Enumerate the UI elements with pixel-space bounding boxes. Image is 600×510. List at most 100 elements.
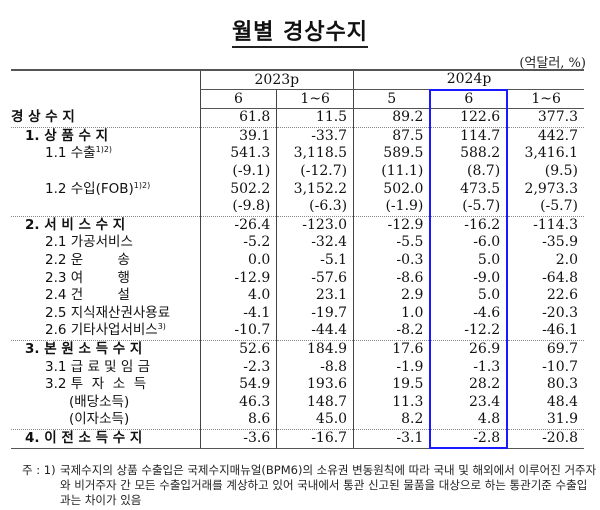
- cell-value-highlighted: -1.3: [429, 358, 509, 376]
- cell-value-highlighted: 26.9: [429, 340, 509, 359]
- cell-value: (-12.7): [276, 162, 354, 181]
- table-row: 3.1 급 료 및 임 금 -2.3 -8.8 -1.9 -1.3 -10.7: [11, 358, 584, 376]
- table-row: 3.2 투 자 소 득 54.9 193.6 19.5 28.2 80.3: [11, 375, 584, 394]
- row-label: (배당소득): [11, 394, 200, 412]
- cell-value-highlighted: 114.7: [429, 127, 509, 146]
- cell-value: -10.7: [199, 322, 277, 341]
- cell-value: (-6.3): [276, 197, 354, 217]
- row-label: (이자소득): [11, 411, 200, 430]
- row-label-text: 1.2 수입(FOB): [45, 180, 134, 197]
- cell-value: 11.3: [353, 393, 431, 412]
- cell-value: 442.7: [537, 127, 578, 144]
- cell-value: 8.2: [353, 411, 431, 430]
- cell-value: 19.5: [353, 375, 431, 394]
- cell-value: -57.6: [276, 269, 354, 287]
- row-label: 1.2 수입(FOB)1)2): [11, 180, 200, 198]
- cell-value: -8.6: [353, 269, 431, 287]
- table-row: 1.1 수출1)2) 541.3 3,118.5 589.5 588.2 3,416.1: [11, 145, 584, 163]
- cell-value: 148.7: [276, 393, 354, 412]
- cell-value: 89.2: [353, 108, 431, 128]
- row-label: 2.3 여 행: [11, 269, 200, 287]
- footnote-marker: 3): [157, 322, 166, 332]
- cell-value: -64.8: [542, 269, 578, 286]
- cell-value: 193.6: [276, 375, 354, 394]
- cell-value: 377.3: [507, 108, 584, 128]
- page-title: 월별 경상수지: [0, 14, 600, 48]
- table-row: (배당소득) 46.3 148.7 11.3 23.4 48.4: [11, 393, 584, 412]
- cell-value: 23.1: [276, 286, 354, 305]
- cell-value: -8.2: [353, 322, 431, 341]
- row-label: 3.2 투 자 소 득: [11, 376, 200, 394]
- row-label-text: 1.1 수출: [45, 145, 96, 162]
- cell-value: 589.5: [353, 145, 431, 163]
- cell-value: 46.3: [199, 393, 277, 412]
- table-row: (이자소득) 8.6 45.0 8.2 4.8 31.9: [11, 411, 584, 430]
- footnote-marker: 1)2): [95, 145, 113, 155]
- cell-value: (-9.1): [199, 162, 277, 181]
- table-row: (-9.8) (-6.3) (-1.9) (-5.7) (-5.7): [11, 197, 584, 217]
- cell-value: 502.0: [353, 180, 431, 198]
- cell-value: -3.1: [353, 429, 431, 449]
- cell-value-highlighted: -9.0: [429, 269, 509, 287]
- table-row: 1. 상 품 수 지 39.1 -33.7 87.5 114.7 442.7: [11, 127, 584, 146]
- cell-value: -20.8: [507, 429, 584, 449]
- cell-value: 2.9: [353, 286, 431, 305]
- cell-value: -16.7: [276, 429, 354, 449]
- cell-value: 184.9: [276, 340, 354, 359]
- cell-value: (-1.9): [353, 197, 431, 217]
- cell-value: 541.3: [199, 145, 277, 163]
- cell-value: 2,973.3: [524, 180, 578, 197]
- table-row: 2.2 운 송 0.0 -5.1 -0.3 5.0 2.0: [11, 251, 584, 270]
- row-label-text: 4. 이 전 소 득 수 지: [25, 430, 143, 447]
- cell-value: (-5.7): [507, 197, 584, 217]
- cell-value-highlighted: -4.6: [429, 304, 509, 323]
- cell-value-highlighted: 5.0: [429, 286, 509, 305]
- row-label: 2.5 지식재산권사용료: [11, 305, 200, 323]
- row-label-text: 1. 상 품 수 지: [25, 127, 109, 144]
- cell-value: 48.4: [546, 393, 578, 410]
- row-label-text: 2.3 여 행: [45, 269, 130, 286]
- row-label: 1.1 수출1)2): [11, 145, 200, 163]
- cell-value: 0.0: [199, 251, 277, 270]
- cell-value: -8.8: [276, 358, 354, 376]
- table-row: 1.2 수입(FOB)1)2) 502.2 3,152.2 502.0 473.5 2,9…: [11, 180, 584, 198]
- cell-value: (9.5): [544, 163, 578, 180]
- cell-value: 45.0: [276, 411, 354, 430]
- table-row: 2.3 여 행 -12.9 -57.6 -8.6 -9.0 -64.8: [11, 269, 584, 287]
- table-row: 2.5 지식재산권사용료 -4.1 -19.7 1.0 -4.6 -20.3: [11, 304, 584, 323]
- row-label-text: (배당소득): [69, 393, 130, 410]
- cell-value-highlighted: 473.5: [429, 180, 509, 198]
- table-row: 4. 이 전 소 득 수 지 -3.6 -16.7 -3.1 -2.8 -20.8: [11, 429, 584, 450]
- row-label: 2. 서 비 스 수 지: [11, 216, 200, 234]
- cell-value-highlighted: 5.0: [429, 251, 509, 270]
- row-label-text: 2.6 기타사업서비스: [45, 322, 158, 339]
- row-label: 2.2 운 송: [11, 252, 200, 270]
- cell-value-highlighted: -6.0: [429, 234, 509, 252]
- current-account-table: 2023p 2024p 6 1~6 5 6 1~6 경 상 수 지 61.8 11.…: [11, 69, 584, 450]
- cell-value: 8.6: [199, 411, 277, 430]
- cell-value: 31.9: [507, 411, 584, 430]
- cell-value: 22.6: [546, 287, 578, 304]
- cell-value: 1.0: [353, 304, 431, 323]
- cell-value: 3,118.5: [276, 145, 354, 163]
- cell-value: -32.4: [276, 234, 354, 252]
- cell-value: -46.1: [507, 322, 584, 341]
- row-label: 3. 본 원 소 득 수 지: [11, 340, 200, 358]
- cell-value-highlighted: 588.2: [429, 145, 509, 163]
- header-year-2024: 2024p: [353, 69, 584, 90]
- cell-value: -4.1: [199, 304, 277, 323]
- cell-value: (11.1): [353, 162, 431, 181]
- cell-value: 3,152.2: [276, 180, 354, 198]
- cell-value: 39.1: [199, 127, 277, 146]
- row-label: 3.1 급 료 및 임 금: [11, 358, 200, 376]
- cell-value: -123.0: [276, 216, 354, 235]
- row-label-text: (이자소득): [69, 411, 130, 428]
- table-row: (-9.1) (-12.7) (11.1) (8.7) (9.5): [11, 162, 584, 181]
- table-row: 2.1 가공서비스 -5.2 -32.4 -5.5 -6.0 -35.9: [11, 234, 584, 252]
- table-row: 2. 서 비 스 수 지 -26.4 -123.0 -12.9 -16.2 -114.3: [11, 216, 584, 235]
- cell-value: 4.0: [199, 286, 277, 305]
- cell-value-highlighted: -12.2: [429, 322, 509, 341]
- cell-value-highlighted: 28.2: [429, 375, 509, 394]
- row-label-text: 3. 본 원 소 득 수 지: [25, 341, 143, 358]
- cell-value: 11.5: [276, 108, 354, 128]
